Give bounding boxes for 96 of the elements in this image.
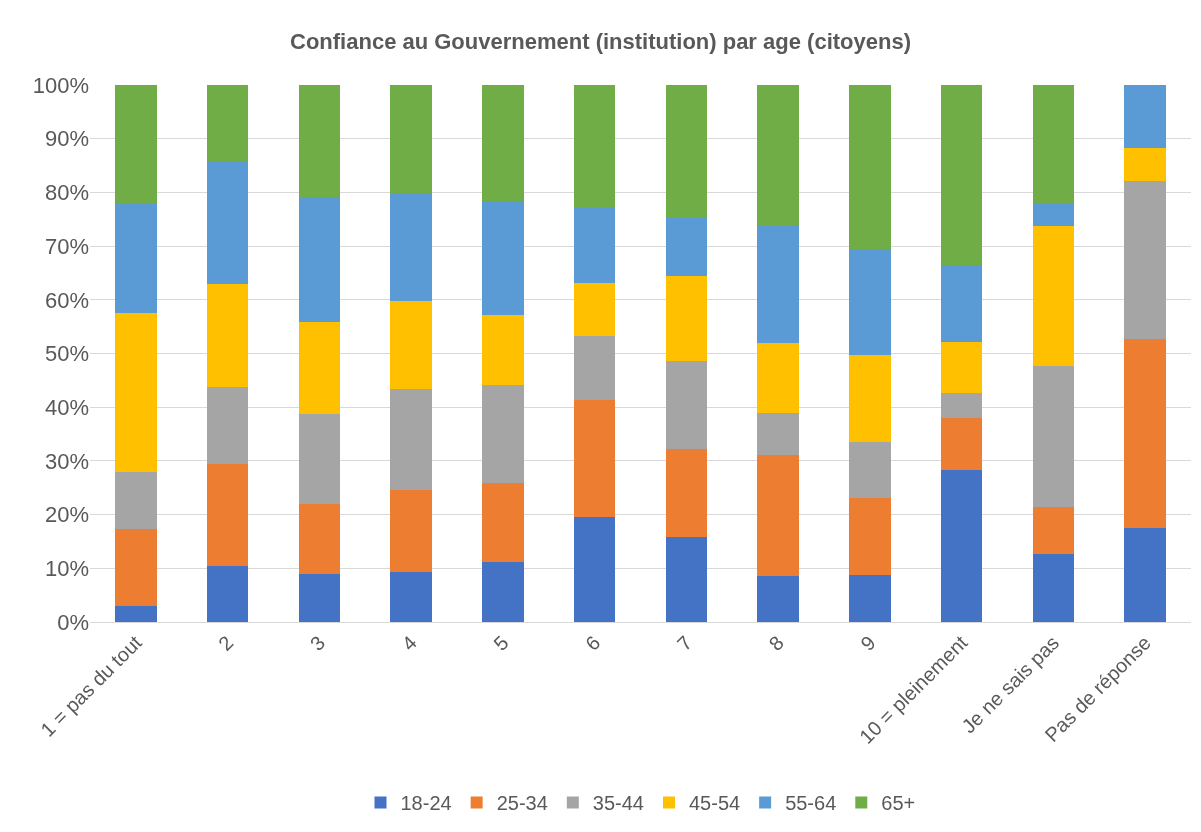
bar [757,225,799,343]
bar [482,85,524,201]
x-tick-label: 3 [305,631,330,655]
y-tick-label: 100% [32,72,89,98]
y-tick-label: 90% [44,126,89,152]
bar [206,387,249,464]
bar [849,355,891,442]
bar [849,441,891,498]
bar [940,470,983,622]
bar [573,282,616,336]
bar [665,218,708,277]
bar [940,417,983,471]
legend-label: 65+ [881,792,916,815]
bar [1124,85,1166,149]
bar [115,471,157,530]
bar [1124,180,1166,339]
bar [115,605,157,622]
y-tick-label: 60% [44,287,89,313]
bar [298,85,341,198]
bar [665,537,708,622]
bar [1032,203,1075,226]
bar [206,85,249,162]
bar [390,85,432,194]
bar [298,197,341,323]
x-tick-label: 2 [214,631,238,655]
bar [940,264,983,343]
bar [757,413,799,455]
bar [482,483,524,562]
bar [115,313,157,472]
bar [298,322,341,414]
y-tick-label: 70% [44,233,89,259]
bar [206,283,249,388]
bar [849,85,891,249]
bar [206,463,249,566]
chart-title: Confiance au Gouvernement (institution) par age (citoyens) [290,28,911,54]
bar [940,393,983,418]
bar [757,576,799,622]
bar [665,361,708,450]
bar [1124,148,1166,181]
x-tick-label: 6 [581,631,605,655]
bar [1032,365,1075,507]
bar [1032,225,1075,366]
bar [298,413,341,504]
bar [940,342,983,394]
bar [665,85,708,219]
bar [1124,339,1166,529]
bar [390,388,432,490]
bar [1124,528,1166,622]
legend-label: 45-54 [688,792,741,815]
y-tick-label: 10% [44,556,89,581]
x-tick-label: 8 [764,631,789,655]
bar [115,203,157,314]
bar [757,85,799,226]
legend-label: 35-44 [592,792,644,815]
bar [206,565,249,622]
bar [849,575,891,622]
bar [390,489,432,573]
y-tick-label: 40% [44,394,89,420]
bar [665,449,708,538]
bar [757,454,799,577]
y-tick-label: 50% [44,341,89,367]
y-tick-label: 30% [44,448,89,474]
bar [482,314,524,385]
legend-label: 25-34 [496,792,548,815]
bar [482,561,524,622]
bar [849,248,891,356]
bar [573,85,616,207]
bar [665,276,708,362]
x-tick-label: 4 [397,631,422,655]
bar [573,400,616,518]
x-tick-label: 7 [672,631,697,655]
bar [390,572,432,622]
bar [1032,506,1075,554]
bar [849,497,891,576]
y-tick-label: 80% [44,180,89,206]
bar [573,517,616,622]
bar [298,573,341,622]
x-tick-label: 9 [856,631,880,655]
bar [298,503,341,574]
bar [206,161,249,284]
legend-label: 55-64 [785,792,837,815]
bar [1032,553,1075,622]
bar [573,335,616,401]
bar [115,529,157,606]
x-tick-label: 5 [489,631,513,655]
y-tick-label: 20% [44,502,89,528]
bar [757,342,799,414]
bar [1032,85,1075,204]
bar [390,193,432,301]
bar [482,200,524,315]
bar [115,85,157,204]
bar [573,206,616,283]
bar [940,85,983,265]
bar [390,300,432,389]
bar [482,384,524,484]
legend-label: 18-24 [400,792,452,815]
